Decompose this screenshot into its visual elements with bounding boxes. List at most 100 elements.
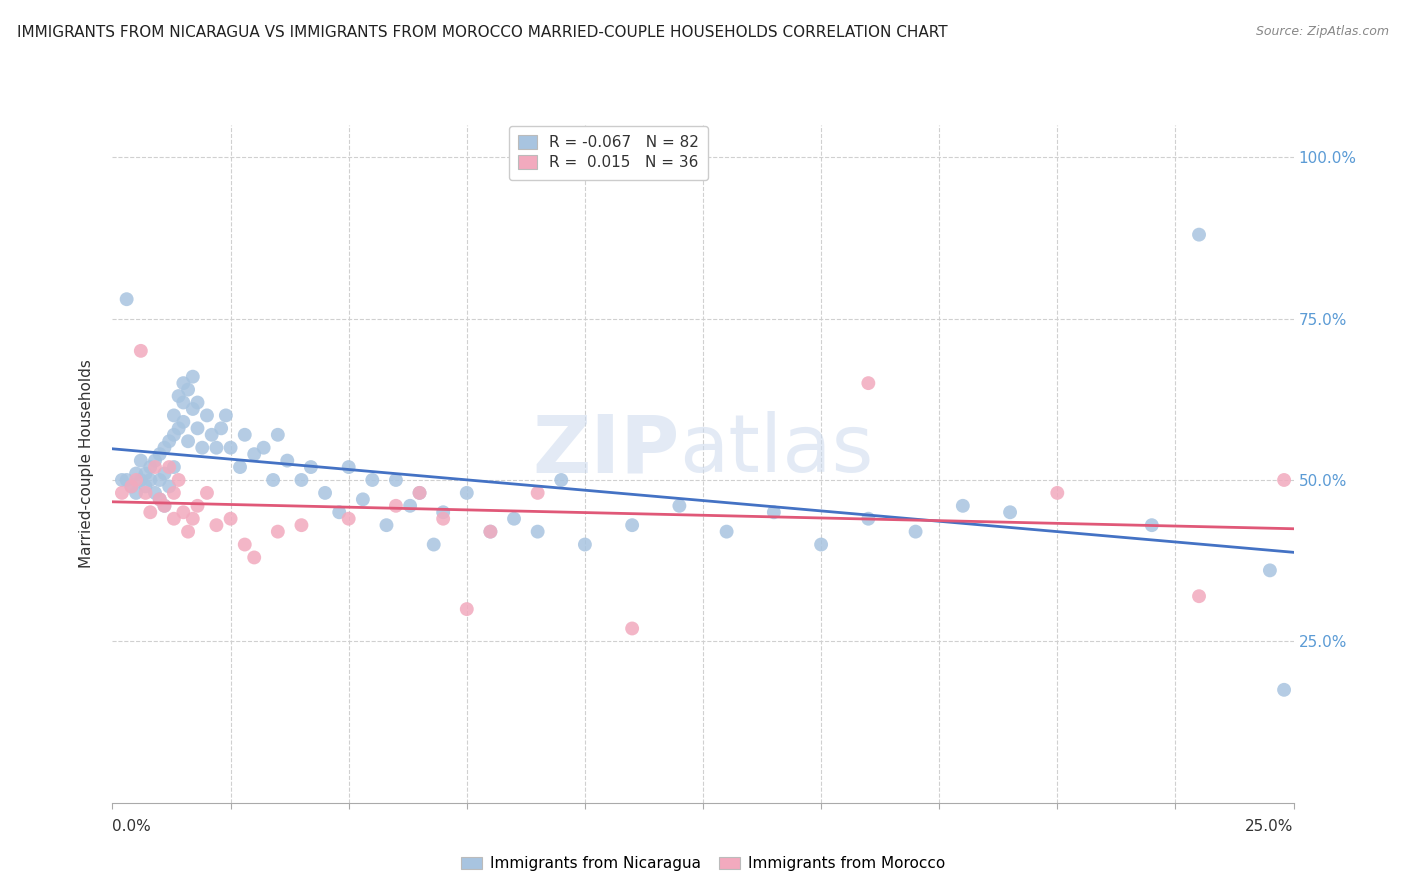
Point xyxy=(456,486,478,500)
Point xyxy=(432,512,454,526)
Point xyxy=(191,441,214,455)
Legend: R = -0.067   N = 82, R =  0.015   N = 36: R = -0.067 N = 82, R = 0.015 N = 36 xyxy=(509,126,707,179)
Point xyxy=(408,486,430,500)
Point xyxy=(129,343,152,358)
Point xyxy=(290,518,312,533)
Point xyxy=(810,537,832,551)
Point xyxy=(172,415,194,429)
Point xyxy=(167,473,190,487)
Point xyxy=(143,453,166,467)
Point xyxy=(177,524,200,539)
Point xyxy=(668,499,690,513)
Point xyxy=(385,499,408,513)
Text: Source: ZipAtlas.com: Source: ZipAtlas.com xyxy=(1256,25,1389,38)
Point xyxy=(125,467,148,481)
Point xyxy=(267,524,290,539)
Point xyxy=(550,473,572,487)
Point xyxy=(149,492,172,507)
Point xyxy=(177,434,200,449)
Point xyxy=(172,505,194,519)
Point xyxy=(149,473,172,487)
Point xyxy=(858,512,880,526)
Point xyxy=(139,505,162,519)
Text: 0.0%: 0.0% xyxy=(112,820,152,834)
Point xyxy=(205,518,228,533)
Point xyxy=(479,524,502,539)
Point xyxy=(233,427,256,442)
Point xyxy=(135,467,157,481)
Point xyxy=(408,486,430,500)
Point xyxy=(143,486,166,500)
Point xyxy=(314,486,336,500)
Point xyxy=(385,473,408,487)
Point xyxy=(125,486,148,500)
Point xyxy=(181,401,204,416)
Point xyxy=(290,473,312,487)
Point xyxy=(215,409,238,423)
Point xyxy=(479,524,502,539)
Point xyxy=(456,602,478,616)
Point xyxy=(111,473,134,487)
Point xyxy=(153,441,176,455)
Y-axis label: Married-couple Households: Married-couple Households xyxy=(79,359,94,568)
Point xyxy=(233,537,256,551)
Point xyxy=(149,492,172,507)
Point xyxy=(157,434,180,449)
Point xyxy=(337,460,360,475)
Point xyxy=(129,473,152,487)
Point xyxy=(153,499,176,513)
Point xyxy=(276,453,298,467)
Point xyxy=(172,376,194,391)
Point xyxy=(1272,473,1295,487)
Point xyxy=(195,486,218,500)
Point xyxy=(422,537,444,551)
Point xyxy=(219,512,242,526)
Point xyxy=(1188,589,1211,603)
Point xyxy=(1140,518,1163,533)
Point xyxy=(253,441,276,455)
Point xyxy=(952,499,974,513)
Point xyxy=(157,479,180,493)
Point xyxy=(904,524,927,539)
Point xyxy=(163,427,186,442)
Point xyxy=(621,518,644,533)
Point xyxy=(262,473,284,487)
Point xyxy=(219,441,242,455)
Point xyxy=(186,395,208,409)
Point xyxy=(716,524,738,539)
Text: 25.0%: 25.0% xyxy=(1246,820,1294,834)
Point xyxy=(621,622,644,636)
Point xyxy=(163,409,186,423)
Point xyxy=(115,292,138,306)
Point xyxy=(432,505,454,519)
Point xyxy=(186,499,208,513)
Point xyxy=(181,369,204,384)
Point xyxy=(163,460,186,475)
Point xyxy=(337,512,360,526)
Point xyxy=(115,473,138,487)
Point xyxy=(1188,227,1211,242)
Point xyxy=(172,395,194,409)
Point xyxy=(139,460,162,475)
Point xyxy=(195,409,218,423)
Legend: Immigrants from Nicaragua, Immigrants from Morocco: Immigrants from Nicaragua, Immigrants fr… xyxy=(454,850,952,877)
Point xyxy=(361,473,384,487)
Point xyxy=(375,518,398,533)
Point xyxy=(328,505,350,519)
Point xyxy=(1046,486,1069,500)
Point xyxy=(135,486,157,500)
Point xyxy=(139,473,162,487)
Point xyxy=(299,460,322,475)
Point xyxy=(125,473,148,487)
Point xyxy=(209,421,232,435)
Point xyxy=(177,383,200,397)
Point xyxy=(526,486,548,500)
Point xyxy=(352,492,374,507)
Point xyxy=(149,447,172,461)
Point xyxy=(163,486,186,500)
Point xyxy=(998,505,1021,519)
Point xyxy=(267,427,290,442)
Text: atlas: atlas xyxy=(679,411,873,490)
Point xyxy=(186,421,208,435)
Point xyxy=(1272,682,1295,697)
